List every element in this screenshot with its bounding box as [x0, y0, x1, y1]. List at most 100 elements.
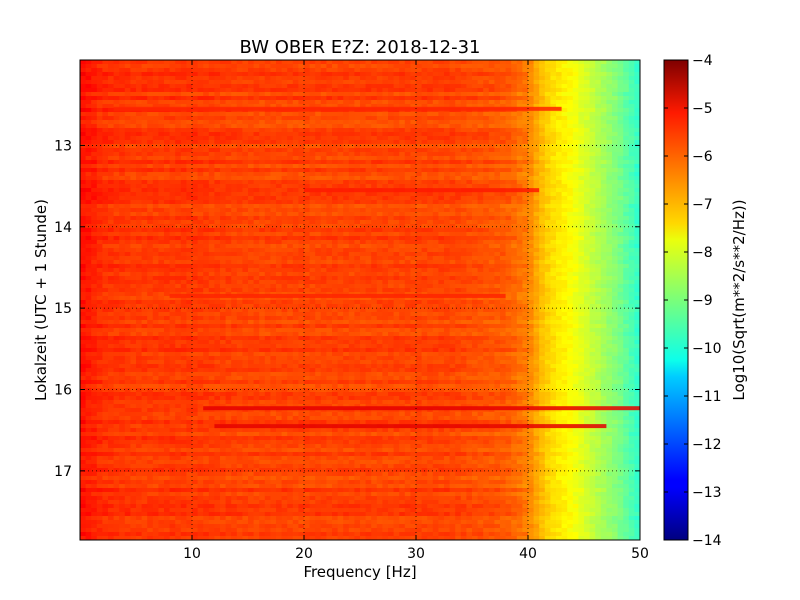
heatmap-cell — [315, 208, 322, 213]
heatmap-cell — [164, 212, 171, 217]
heatmap-cell — [494, 224, 501, 229]
heatmap-cell — [399, 120, 406, 125]
heatmap-cell — [505, 184, 512, 189]
heatmap-cell — [365, 124, 372, 129]
heatmap-cell — [539, 224, 546, 229]
heatmap-cell — [572, 80, 579, 85]
heatmap-cell — [376, 164, 383, 169]
heatmap-cell — [186, 100, 193, 105]
heatmap-cell — [505, 152, 512, 157]
heatmap-cell — [158, 212, 165, 217]
heatmap-cell — [248, 60, 255, 65]
heatmap-cell — [236, 200, 243, 205]
heatmap-cell — [208, 228, 215, 233]
heatmap-cell — [164, 176, 171, 181]
heatmap-cell — [388, 96, 395, 101]
heatmap-cell — [164, 188, 171, 193]
heatmap-cell — [270, 152, 277, 157]
heatmap-cell — [533, 120, 540, 125]
heatmap-cell — [102, 220, 109, 225]
heatmap-cell — [197, 180, 204, 185]
heatmap-cell — [96, 196, 103, 201]
heatmap-cell — [399, 196, 406, 201]
heatmap-cell — [578, 208, 585, 213]
heatmap-cell — [225, 188, 232, 193]
heatmap-cell — [136, 144, 143, 149]
heatmap-cell — [85, 176, 92, 181]
heatmap-cell — [354, 172, 361, 177]
heatmap-cell — [500, 144, 507, 149]
heatmap-cell — [600, 140, 607, 145]
heatmap-cell — [500, 152, 507, 157]
heatmap-cell — [444, 184, 451, 189]
heatmap-cell — [175, 112, 182, 117]
heatmap-cell — [164, 164, 171, 169]
heatmap-cell — [460, 204, 467, 209]
heatmap-cell — [186, 84, 193, 89]
heatmap-cell — [623, 92, 630, 97]
heatmap-cell — [561, 152, 568, 157]
heatmap-cell — [320, 144, 327, 149]
heatmap-cell — [634, 172, 640, 177]
heatmap-cell — [80, 160, 87, 165]
heatmap-cell — [315, 68, 322, 73]
heatmap-cell — [91, 124, 98, 129]
heatmap-cell — [382, 208, 389, 213]
heatmap-cell — [494, 112, 501, 117]
heatmap-cell — [488, 72, 495, 77]
heatmap-cell — [376, 72, 383, 77]
heatmap-cell — [617, 60, 624, 65]
heatmap-cell — [208, 196, 215, 201]
heatmap-cell — [455, 212, 462, 217]
heatmap-cell — [348, 228, 355, 233]
heatmap-cell — [158, 68, 165, 73]
heatmap-cell — [253, 124, 260, 129]
heatmap-cell — [253, 256, 260, 261]
heatmap-cell — [561, 200, 568, 205]
heatmap-cell — [421, 116, 428, 121]
heatmap-cell — [500, 68, 507, 73]
heatmap-cell — [354, 60, 361, 65]
heatmap-cell — [113, 160, 120, 165]
heatmap-cell — [136, 104, 143, 109]
heatmap-cell — [152, 156, 159, 161]
heatmap-cell — [175, 208, 182, 213]
heatmap-cell — [332, 136, 339, 141]
heatmap-cell — [427, 196, 434, 201]
heatmap-cell — [404, 60, 411, 65]
heatmap-cell — [455, 236, 462, 241]
heatmap-cell — [164, 100, 171, 105]
heatmap-cell — [208, 156, 215, 161]
heatmap-cell — [432, 104, 439, 109]
heatmap-cell — [444, 144, 451, 149]
heatmap-cell — [203, 240, 210, 245]
heatmap-cell — [567, 124, 574, 129]
heatmap-cell — [259, 92, 266, 97]
heatmap-cell — [376, 224, 383, 229]
heatmap-cell — [287, 192, 294, 197]
heatmap-cell — [236, 172, 243, 177]
heatmap-cell — [455, 256, 462, 261]
heatmap-cell — [248, 248, 255, 253]
heatmap-cell — [164, 184, 171, 189]
heatmap-cell — [416, 168, 423, 173]
heatmap-cell — [169, 236, 176, 241]
heatmap-cell — [432, 64, 439, 69]
heatmap-cell — [522, 124, 529, 129]
heatmap-cell — [371, 208, 378, 213]
heatmap-cell — [404, 80, 411, 85]
heatmap-cell — [511, 232, 518, 237]
heatmap-cell — [421, 132, 428, 137]
heatmap-cell — [102, 168, 109, 173]
heatmap-cell — [113, 64, 120, 69]
heatmap-cell — [119, 220, 126, 225]
heatmap-cell — [186, 188, 193, 193]
heatmap-cell — [488, 96, 495, 101]
heatmap-cell — [432, 172, 439, 177]
heatmap-cell — [225, 128, 232, 133]
heatmap-cell — [242, 180, 249, 185]
heatmap-cell — [315, 168, 322, 173]
heatmap-cell — [147, 88, 154, 93]
heatmap-cell — [152, 164, 159, 169]
heatmap-cell — [466, 220, 473, 225]
